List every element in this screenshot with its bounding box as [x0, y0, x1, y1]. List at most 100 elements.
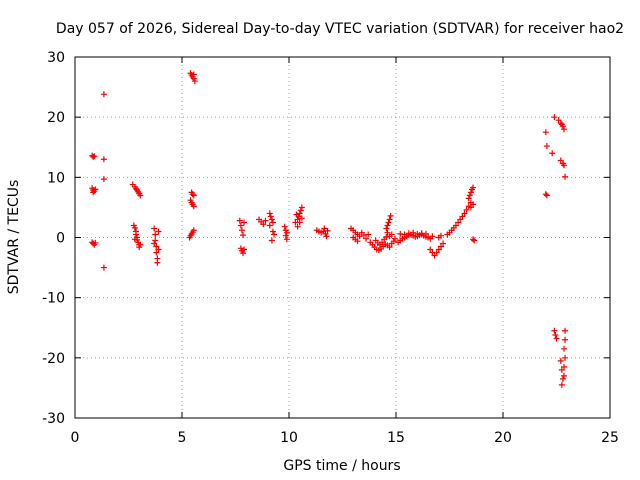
data-point — [152, 231, 159, 238]
data-point — [283, 229, 290, 236]
data-point — [236, 217, 243, 224]
data-point — [296, 210, 303, 217]
data-point — [153, 243, 160, 250]
data-point — [281, 223, 288, 230]
data-point — [324, 227, 331, 234]
data-point — [542, 129, 549, 136]
y-tick-label: 30 — [47, 50, 65, 66]
data-point — [562, 173, 569, 180]
data-point — [131, 224, 138, 231]
data-point — [455, 219, 462, 226]
data-point — [387, 212, 394, 219]
data-point — [151, 225, 158, 232]
data-point — [470, 184, 477, 191]
data-point — [239, 250, 246, 257]
grid — [75, 57, 610, 418]
x-tick-label: 5 — [178, 430, 187, 446]
data-point — [558, 381, 565, 388]
data-point — [437, 243, 444, 250]
data-point — [549, 150, 556, 157]
data-point — [422, 230, 429, 237]
data-point — [465, 195, 472, 202]
data-point — [190, 71, 197, 78]
data-point — [463, 206, 470, 213]
data-point — [383, 233, 390, 240]
data-point — [553, 335, 560, 342]
y-tick-label: 10 — [47, 170, 65, 186]
data-point — [297, 207, 304, 214]
data-point — [100, 91, 107, 98]
data-point — [266, 222, 273, 229]
data-point — [92, 239, 99, 246]
data-point — [384, 222, 391, 229]
data-point — [452, 222, 459, 229]
data-point — [558, 366, 565, 373]
y-tick-label: 0 — [56, 231, 65, 247]
data-point — [269, 228, 276, 235]
data-point — [191, 78, 198, 85]
data-point — [155, 228, 162, 235]
data-point — [296, 219, 303, 226]
data-point — [467, 204, 474, 211]
data-point — [384, 229, 391, 236]
data-point — [241, 246, 248, 253]
data-point — [433, 249, 440, 256]
data-point — [543, 143, 550, 150]
data-point — [266, 210, 273, 217]
data-point — [551, 327, 558, 334]
chart-title: Day 057 of 2026, Sidereal Day-to-day VTE… — [56, 21, 624, 37]
data-point — [262, 217, 269, 224]
data-point — [459, 213, 466, 220]
data-point — [154, 259, 161, 266]
data-point — [137, 241, 144, 248]
plot-frame — [74, 56, 611, 419]
data-point — [100, 176, 107, 183]
data-point — [558, 121, 565, 128]
data-point — [467, 189, 474, 196]
x-tick-label: 15 — [387, 430, 405, 446]
data-point — [268, 216, 275, 223]
data-point — [323, 233, 330, 240]
data-point — [555, 117, 562, 124]
data-point — [153, 249, 160, 256]
data-point — [543, 192, 550, 199]
data-point — [386, 216, 393, 223]
data-point — [360, 232, 367, 239]
data-point — [132, 185, 139, 192]
data-point — [397, 230, 404, 237]
data-point — [388, 231, 395, 238]
y-tick-label: 20 — [47, 110, 65, 126]
data-point — [560, 126, 567, 133]
data-point — [267, 213, 274, 220]
data-point — [100, 156, 107, 163]
data-point — [91, 153, 98, 160]
data-point — [356, 233, 363, 240]
data-point — [282, 232, 289, 239]
data-point — [241, 219, 248, 226]
data-point — [401, 231, 408, 238]
data-point — [132, 231, 139, 238]
data-point — [405, 230, 412, 237]
data-point — [90, 153, 97, 160]
data-point — [437, 232, 444, 239]
x-tick-label: 20 — [494, 430, 512, 446]
data-point — [560, 363, 567, 370]
x-axis-label: GPS time / hours — [283, 458, 400, 474]
data-point — [418, 230, 425, 237]
data-point — [238, 227, 245, 234]
data-point — [385, 219, 392, 226]
data-point — [435, 246, 442, 253]
data-point — [152, 237, 159, 244]
data-point — [354, 238, 361, 245]
data-point — [461, 210, 468, 217]
data-point — [237, 222, 244, 229]
data-point — [552, 331, 559, 338]
data-point — [471, 237, 478, 244]
data-point — [429, 233, 436, 240]
data-point — [379, 239, 386, 246]
y-tick-label: -10 — [42, 291, 65, 307]
data-point — [470, 201, 477, 208]
data-point — [298, 215, 305, 222]
data-point — [383, 225, 390, 232]
data-point — [386, 244, 393, 251]
